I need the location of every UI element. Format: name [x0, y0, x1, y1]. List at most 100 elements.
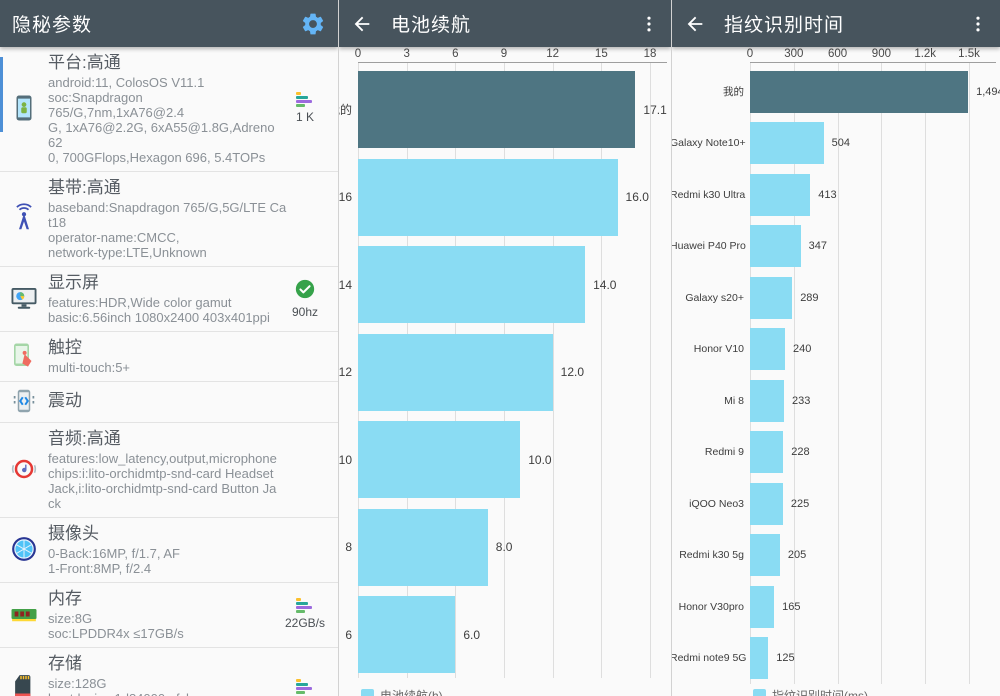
- bar-category-label: 10: [338, 452, 352, 467]
- mini-bar-chart-icon: [296, 678, 314, 695]
- x-axis-tick-label: 1.2k: [914, 48, 937, 60]
- gridline: [925, 62, 926, 684]
- spec-item-platform[interactable]: 平台:高通 android:11, ColosOS V11.1 soc:Snap…: [0, 47, 338, 172]
- spec-body: 平台:高通 android:11, ColosOS V11.1 soc:Snap…: [42, 51, 278, 165]
- bar: [358, 421, 521, 499]
- toolbar-battery: 电池续航: [339, 0, 671, 47]
- legend-label[interactable]: 指纹识别时间(ms): [772, 689, 868, 696]
- bar: [750, 585, 775, 628]
- spec-title: 触控: [48, 338, 82, 357]
- bar: [750, 482, 783, 525]
- spec-item-audio[interactable]: 音频:高通 features:low_latency,output,microp…: [0, 423, 338, 518]
- bar-category-label: Galaxy Note10+: [671, 137, 746, 150]
- spec-title: 摄像头: [48, 524, 99, 543]
- bar: [358, 158, 618, 236]
- bar-value-label: 14.0: [593, 277, 617, 292]
- x-axis-tick-label: 6: [452, 48, 459, 60]
- gridline: [838, 62, 839, 684]
- legend-swatch[interactable]: [361, 689, 374, 696]
- bar-value-label: 228: [791, 446, 810, 459]
- spec-item-baseband[interactable]: 基带:高通 baseband:Snapdragon 765/G,5G/LTE C…: [0, 172, 338, 267]
- overflow-menu-icon[interactable]: [968, 14, 988, 34]
- x-axis-tick-label: 300: [784, 48, 804, 60]
- fingerprint-chart: 0 300 600 900 1.2k 1.5k 我的 1,494 Galaxy Note10+ 5…: [672, 47, 1000, 696]
- spec-title: 震动: [48, 391, 82, 410]
- spec-body: 显示屏 features:HDR,Wide color gamut basic:…: [42, 271, 278, 325]
- check-circle-icon: [294, 278, 316, 303]
- bar-category-label: Redmi k30 5g: [679, 549, 744, 562]
- spec-details: features:low_latency,output,microphone c…: [48, 451, 277, 511]
- page-title: 指纹识别时间: [724, 15, 845, 36]
- gridline: [794, 62, 795, 684]
- chart-legend: 电池续航(h): [361, 687, 443, 696]
- toolbar-fingerprint: 指纹识别时间: [672, 0, 1000, 47]
- spec-item-camera[interactable]: 摄像头 0-Back:16MP, f/1.7, AF 1-Front:8MP, …: [0, 518, 338, 583]
- gridline: [553, 62, 554, 678]
- spec-details: baseband:Snapdragon 765/G,5G/LTE Ca t18 …: [48, 200, 287, 260]
- x-axis-line: [358, 62, 667, 63]
- bar: [750, 431, 784, 474]
- x-axis-tick-label: 15: [594, 48, 608, 60]
- bar: [750, 122, 824, 165]
- x-axis-tick-label: 0: [354, 48, 362, 60]
- sd-card-icon: [6, 672, 42, 696]
- bar-category-label: 6: [345, 627, 352, 642]
- bar-category-label: 16: [338, 190, 352, 205]
- settings-gear-icon[interactable]: [300, 11, 326, 37]
- x-axis-tick-label: 900: [871, 48, 891, 60]
- bar-category-label: Redmi 9: [704, 446, 744, 459]
- spec-details: features:HDR,Wide color gamut basic:6.56…: [48, 295, 270, 325]
- bar: [358, 333, 553, 411]
- x-axis-line: [750, 62, 996, 63]
- battery-chart: 0 3 6 9 12 15 18 我的 17.1 16 16.0 14 14.0 12 12.0 10 10.0…: [339, 47, 671, 696]
- bar-category-label: Honor V30pro: [678, 600, 744, 613]
- vibration-phone-icon: [6, 386, 42, 416]
- bar: [750, 534, 780, 577]
- bar-category-label: 8: [345, 540, 352, 555]
- spec-body: 存储 size:128G bootdevice:1d84000.ufshc fi…: [42, 652, 278, 696]
- bar-category-label: 12: [338, 365, 352, 380]
- monitor-icon: [6, 283, 42, 313]
- back-arrow-icon[interactable]: [684, 13, 706, 35]
- spec-item-touch[interactable]: 触控 multi-touch:5+: [0, 332, 338, 382]
- touch-hand-icon: [6, 341, 42, 371]
- x-axis-tick-label: 12: [546, 48, 560, 60]
- spec-item-storage[interactable]: 存储 size:128G bootdevice:1d84000.ufshc fi…: [0, 648, 338, 696]
- bar-value-label: 205: [787, 549, 807, 562]
- mini-bar-chart-icon: [296, 92, 314, 108]
- spec-item-display[interactable]: 显示屏 features:HDR,Wide color gamut basic:…: [0, 267, 338, 332]
- bar-value-label: 12.0: [560, 365, 585, 380]
- bar-value-label: 17.1: [643, 102, 667, 117]
- chart-legend: 指纹识别时间(ms): [753, 687, 868, 696]
- mini-bar-chart-icon: [296, 598, 314, 614]
- legend-label[interactable]: 电池续航(h): [380, 689, 443, 696]
- back-arrow-icon[interactable]: [351, 13, 373, 35]
- bar-value-label: 165: [782, 600, 801, 613]
- spec-item-memory[interactable]: 内存 size:8G soc:LPDDR4x ≤17GB/s 22GB/s: [0, 583, 338, 648]
- spec-title: 显示屏: [48, 273, 99, 292]
- x-axis-tick-label: 1.5k: [958, 48, 980, 60]
- gridline: [881, 62, 882, 684]
- bar-category-label: 我的: [339, 102, 352, 117]
- camera-shutter-icon: [6, 534, 42, 564]
- spec-item-vibration[interactable]: 震动: [0, 382, 338, 423]
- bar-value-label: 413: [818, 188, 837, 201]
- overflow-menu-icon[interactable]: [639, 14, 659, 34]
- fingerprint-panel: 指纹识别时间 0 300 600 900 1.2k 1.5k 我的 1,494 Galaxy N…: [671, 0, 1000, 696]
- memory-speed-badge: 22GB/s: [278, 598, 332, 630]
- badge-value: 22GB/s: [284, 616, 326, 630]
- bar: [358, 246, 586, 324]
- x-axis-tick-label: 0: [746, 48, 754, 60]
- bar-category-label: iQOO Neo3: [689, 497, 744, 510]
- spec-body: 基带:高通 baseband:Snapdragon 765/G,5G/LTE C…: [42, 176, 332, 260]
- spec-details: multi-touch:5+: [48, 360, 131, 375]
- legend-swatch[interactable]: [753, 689, 766, 696]
- bar: [750, 328, 786, 371]
- x-axis-tick-label: 600: [828, 48, 848, 60]
- spec-body: 音频:高通 features:low_latency,output,microp…: [42, 427, 332, 511]
- bar-category-label: 14: [338, 277, 352, 292]
- bar: [358, 71, 636, 149]
- refresh-rate-badge: 90hz: [278, 278, 332, 319]
- scrollbar-thumb[interactable]: [0, 57, 3, 132]
- bar-value-label: 347: [808, 240, 828, 253]
